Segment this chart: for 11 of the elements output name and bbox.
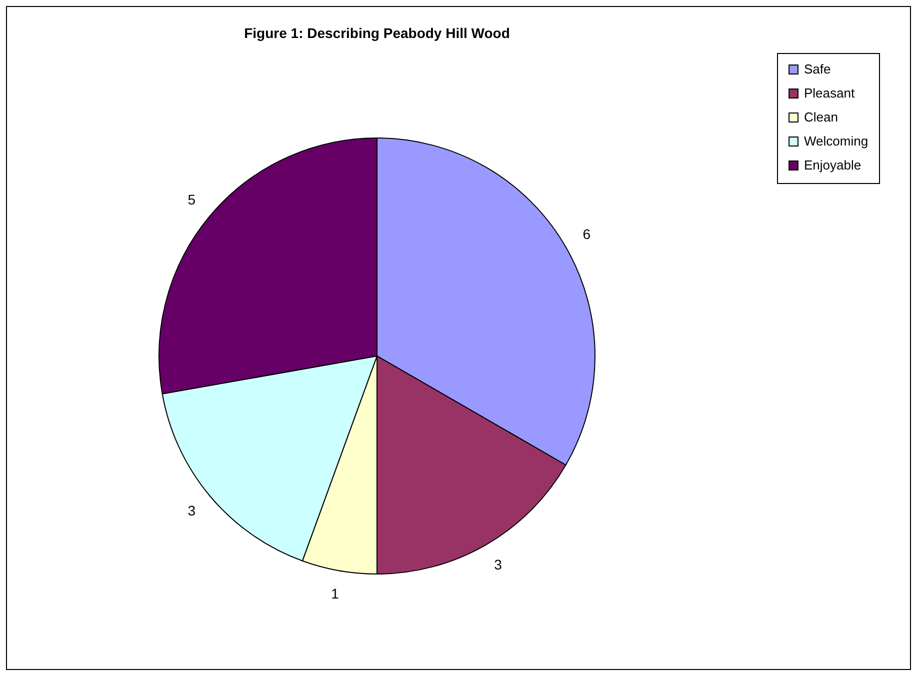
legend-label: Clean	[804, 110, 838, 124]
data-label: 5	[188, 191, 196, 208]
data-label: 6	[582, 226, 591, 242]
data-label: 3	[188, 502, 196, 519]
legend-label: Enjoyable	[804, 158, 862, 172]
chart-title: Figure 1: Describing Peabody Hill Wood	[244, 25, 510, 41]
legend-label: Safe	[804, 62, 831, 76]
data-label: 1	[331, 585, 340, 602]
data-label: 3	[494, 556, 502, 573]
legend-label: Pleasant	[804, 86, 855, 100]
legend-label: Welcoming	[804, 134, 868, 148]
